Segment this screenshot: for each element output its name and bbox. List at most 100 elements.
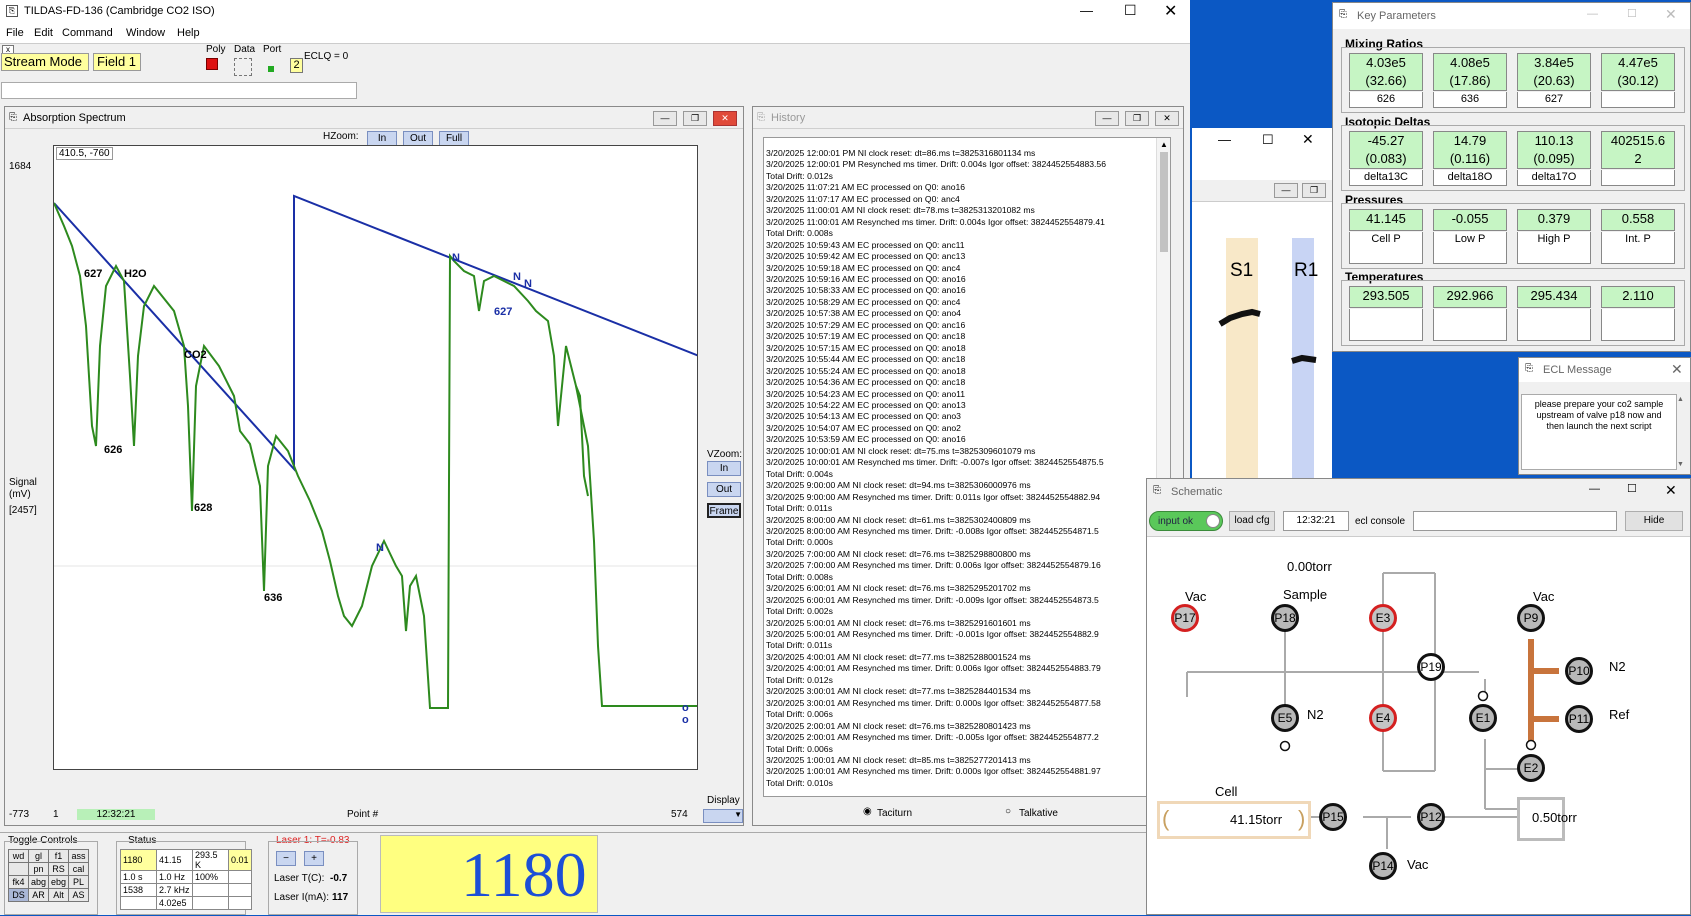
hide-button[interactable]: Hide [1625, 511, 1683, 531]
toggle-button[interactable]: fk4 [8, 875, 29, 889]
label-sample: Sample [1283, 587, 1328, 602]
menu-window[interactable]: Window [126, 27, 166, 39]
load-cfg-button[interactable]: load cfg [1229, 511, 1275, 531]
ecl-console-input[interactable] [1413, 511, 1617, 531]
valve-e4[interactable]: E4 [1369, 704, 1397, 732]
x-start-label: 1 [53, 809, 59, 820]
toggle-button[interactable]: abg [27, 875, 50, 889]
bottom-panel: Toggle Controls wd gl f1 ass pn RS cal fk4 abg eb… [0, 832, 1146, 915]
toggle-button[interactable]: PL [68, 875, 90, 889]
restore-button[interactable]: ❐ [1125, 111, 1149, 126]
field-field[interactable]: Field 1 [93, 53, 141, 71]
toggle-button[interactable]: DS [8, 888, 29, 902]
valve-p17[interactable]: P17 [1171, 604, 1199, 632]
close-button[interactable]: ✕ [713, 111, 737, 126]
toggle-button[interactable]: wd [8, 849, 29, 863]
s1-column [1226, 238, 1258, 478]
valve-p9[interactable]: P9 [1517, 604, 1545, 632]
valve-p10[interactable]: P10 [1565, 657, 1593, 685]
laser-minus-button[interactable]: − [276, 851, 296, 866]
mode-field[interactable]: Stream Mode [1, 53, 89, 71]
toggle-button[interactable]: ass [68, 849, 90, 863]
toggle-button[interactable]: cal [68, 862, 90, 876]
radio-talkative[interactable]: ○ [1005, 806, 1012, 817]
command-input[interactable] [1, 82, 357, 99]
maximize-icon[interactable]: ☐ [1627, 8, 1637, 20]
maximize-icon[interactable]: ☐ [1627, 483, 1637, 495]
toggle-button[interactable]: RS [48, 862, 70, 876]
close-icon[interactable]: ✕ [1671, 361, 1683, 377]
close-icon[interactable]: ✕ [1164, 3, 1178, 20]
history-line: 3/20/2025 5:00:01 AM Resynched ms timer.… [766, 629, 1099, 640]
maximize-icon[interactable]: ☐ [1262, 132, 1274, 147]
minimize-button[interactable]: — [1274, 183, 1298, 198]
ecl-message-scrollbar[interactable]: ▲ ▼ [1677, 396, 1684, 468]
scroll-up-icon[interactable]: ▲ [1160, 140, 1168, 149]
plot-area[interactable]: 410.5, -760 627 H2O CO2 626 628 636 N N … [53, 145, 698, 770]
toggle-button[interactable]: gl [27, 849, 50, 863]
hzoom-out-button[interactable]: Out [403, 131, 433, 146]
radio-taciturn[interactable]: ◉ [863, 806, 872, 817]
press-value: 0.379 [1537, 211, 1571, 226]
cell-pressure-value: 41.15torr [1230, 812, 1283, 827]
close-icon[interactable]: ✕ [1302, 131, 1314, 147]
valve-e5[interactable]: E5 [1271, 704, 1299, 732]
hzoom-in-button[interactable]: In [367, 131, 397, 146]
mixing-uncertainty: (32.66) [1365, 73, 1407, 88]
valve-p18[interactable]: P18 [1271, 604, 1299, 632]
restore-button[interactable]: ❐ [683, 111, 707, 126]
close-button[interactable]: ✕ [1155, 111, 1179, 126]
menu-help[interactable]: Help [177, 27, 200, 39]
menu-edit[interactable]: Edit [34, 27, 53, 39]
data-indicator[interactable] [234, 58, 252, 76]
vzoom-out-button[interactable]: Out [707, 482, 741, 497]
time-field[interactable]: 12:32:21 [1283, 511, 1349, 531]
toggle-button[interactable] [8, 862, 29, 876]
mixing-uncertainty: (20.63) [1533, 73, 1575, 88]
valve-e3[interactable]: E3 [1369, 604, 1397, 632]
toggle-button[interactable]: f1 [48, 849, 70, 863]
input-ok-toggle[interactable]: input ok [1149, 511, 1223, 531]
valve-p11[interactable]: P11 [1565, 705, 1593, 733]
peak-label-626: 626 [104, 444, 123, 456]
valve-p12[interactable]: P12 [1417, 803, 1445, 831]
minimize-icon[interactable]: — [1589, 483, 1600, 495]
status-cell: 1180 [120, 849, 157, 871]
valve-p14[interactable]: P14 [1369, 852, 1397, 880]
toggle-button[interactable]: Alt [48, 888, 70, 902]
minimize-button[interactable]: — [653, 111, 677, 126]
history-line: Total Drift: 0.008s [766, 571, 833, 582]
vzoom-in-button[interactable]: In [707, 461, 741, 476]
minimize-icon[interactable]: — [1218, 132, 1231, 147]
vzoom-frame-button[interactable]: Frame [707, 503, 741, 518]
menu-file[interactable]: File [6, 27, 24, 39]
minimize-icon[interactable]: — [1080, 3, 1093, 18]
valve-p19[interactable]: P19 [1417, 653, 1445, 681]
menu-command[interactable]: Command [62, 27, 113, 39]
valve-e1[interactable]: E1 [1469, 704, 1497, 732]
minimize-button[interactable]: — [1095, 111, 1119, 126]
close-icon[interactable]: ✕ [1665, 6, 1677, 22]
display-select[interactable]: ▼ [703, 809, 743, 823]
signal-unit: (mV) [9, 489, 31, 500]
mixing-uncertainty: (30.12) [1617, 73, 1659, 88]
toggle-button[interactable]: pn [27, 862, 50, 876]
minimize-icon[interactable]: — [1587, 8, 1598, 20]
valve-e2[interactable]: E2 [1517, 754, 1545, 782]
toggle-button[interactable]: ebg [48, 875, 70, 889]
cell-bracket-left: ( [1162, 806, 1170, 831]
toggle-button[interactable]: AR [27, 888, 50, 902]
history-window: ⎘ History — ❐ ✕ 3/20/2025 12:00:01 PM NI… [752, 106, 1184, 826]
history-log[interactable]: 3/20/2025 12:00:01 PM NI clock reset: dt… [763, 137, 1171, 797]
maximize-icon[interactable]: ☐ [1124, 2, 1137, 18]
valve-p15[interactable]: P15 [1319, 803, 1347, 831]
close-icon[interactable]: ✕ [1665, 482, 1677, 498]
toggle-button[interactable]: AS [68, 888, 90, 902]
scroll-thumb[interactable] [1160, 152, 1168, 252]
poly-indicator[interactable] [206, 58, 218, 70]
laser-plus-button[interactable]: + [304, 851, 324, 866]
hzoom-full-button[interactable]: Full [439, 131, 469, 146]
port-value[interactable]: 2 [290, 58, 303, 73]
history-line: 3/20/2025 10:59:42 AM EC processed on Q0… [766, 251, 966, 262]
restore-button[interactable]: ❐ [1302, 183, 1326, 198]
